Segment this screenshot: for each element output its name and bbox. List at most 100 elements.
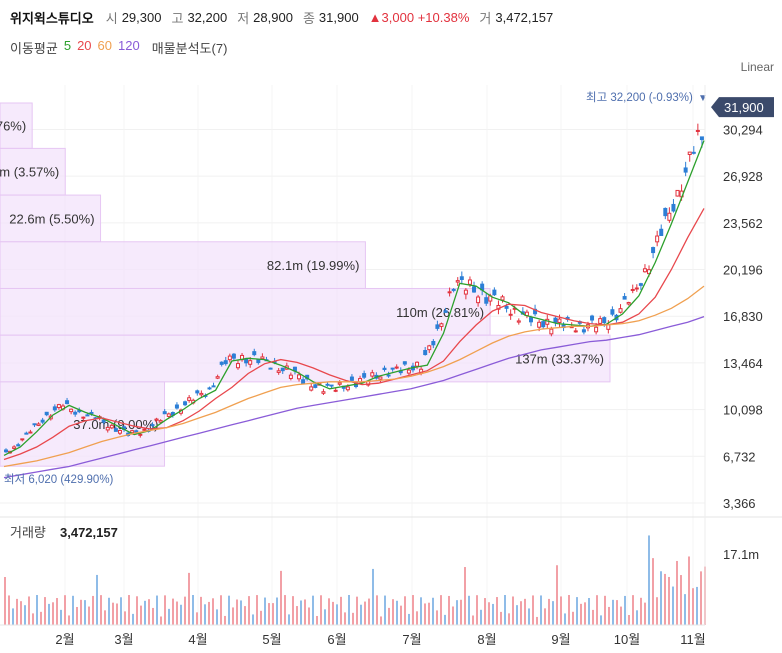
volume-bar xyxy=(664,573,666,625)
high-value: 32,200 xyxy=(187,9,228,25)
volume-bar xyxy=(628,614,630,625)
candle-down xyxy=(610,309,615,315)
scale-mode-toggle[interactable]: Linear xyxy=(740,60,774,74)
candle-up xyxy=(406,369,411,374)
candle-down xyxy=(207,387,212,390)
high-label: 고 xyxy=(171,10,184,26)
volume-bar xyxy=(220,595,222,625)
candle-up xyxy=(447,291,452,294)
volume-bar xyxy=(156,595,158,625)
volume-bar xyxy=(208,601,210,625)
volume-bar xyxy=(72,595,74,625)
candle-up xyxy=(199,392,204,396)
candle-down xyxy=(651,247,656,254)
volume-bar xyxy=(680,575,682,625)
volume-bar xyxy=(352,612,354,625)
volume-bar xyxy=(656,597,658,625)
volume-bar xyxy=(56,598,58,625)
volume-bar xyxy=(32,613,34,625)
volume-profile-label: 82.1m (19.99%) xyxy=(267,258,360,273)
candle-down xyxy=(325,383,330,386)
candle-up xyxy=(166,413,171,417)
volume-bar xyxy=(624,595,626,625)
volume-bar xyxy=(188,572,190,625)
volume-bar xyxy=(60,609,62,625)
candle-down xyxy=(431,340,436,346)
volume-bar xyxy=(360,604,362,625)
candle-up xyxy=(508,313,513,316)
candle-up xyxy=(142,428,147,431)
candle-down xyxy=(602,317,607,324)
volume-bar xyxy=(660,571,662,625)
candle-down xyxy=(174,404,179,409)
volume-profile-toggle[interactable]: 매물분석도(7) xyxy=(151,41,228,56)
volume-bar xyxy=(300,600,302,625)
volume-bar xyxy=(420,597,422,625)
volume-bar xyxy=(176,601,178,625)
volume-bar xyxy=(520,601,522,625)
volume-bar xyxy=(296,606,298,625)
volume-bar xyxy=(540,595,542,625)
candle-up xyxy=(695,129,700,132)
candle-up xyxy=(20,438,25,441)
candle-down xyxy=(529,317,533,323)
ma-line-120 xyxy=(3,315,705,479)
volume-bar xyxy=(228,595,230,625)
volume-bar xyxy=(64,595,66,625)
volume-bar xyxy=(560,596,562,625)
low-label: 저 xyxy=(237,10,250,26)
candle-down xyxy=(423,350,428,356)
volume-bar xyxy=(544,608,546,625)
candle-up xyxy=(345,386,350,391)
candle-down xyxy=(231,353,236,359)
volume-label: 거 xyxy=(479,10,492,26)
candle-down xyxy=(484,297,489,304)
volume-bar xyxy=(548,598,550,625)
candle-down xyxy=(390,367,395,370)
candle-up xyxy=(598,318,603,324)
volume-bar xyxy=(172,598,174,625)
volume-bar xyxy=(428,602,430,625)
month-tick-label: 7월 xyxy=(402,632,421,647)
volume-bar xyxy=(272,603,274,625)
volume-panel-label: 거래량 xyxy=(10,525,46,540)
volume-bar xyxy=(4,577,6,625)
volume-profile-bar xyxy=(0,147,66,196)
candle-down xyxy=(101,419,106,423)
candle-down xyxy=(671,203,676,212)
candle-up xyxy=(427,345,432,351)
candle-up xyxy=(557,318,562,323)
volume-bar xyxy=(516,605,518,625)
volume-bar xyxy=(140,605,142,625)
candle-up xyxy=(69,408,74,413)
candle-down xyxy=(219,361,224,365)
volume-bar xyxy=(204,604,206,625)
candle-down xyxy=(4,449,8,453)
month-tick-label: 10월 xyxy=(614,632,640,647)
candle-down xyxy=(52,406,57,411)
volume-profile-bar xyxy=(0,102,33,149)
candle-down xyxy=(492,289,497,296)
volume-bar xyxy=(340,596,342,625)
low-value: 28,900 xyxy=(253,9,293,25)
volume-bar xyxy=(88,606,90,625)
candle-down xyxy=(223,360,228,365)
candle-up xyxy=(516,320,521,323)
volume-bar xyxy=(236,599,238,625)
candle-down xyxy=(313,384,318,388)
moving-average-legend[interactable]: 이동평균 5 20 60 120 매물분석도(7) xyxy=(10,38,227,57)
volume-bar xyxy=(500,611,502,625)
price-tick-label: 10,098 xyxy=(723,403,763,418)
candle-up xyxy=(154,418,159,421)
volume-bar xyxy=(44,597,46,625)
current-price-label: 31,900 xyxy=(724,100,764,115)
volume-bar xyxy=(600,615,602,625)
volume-bar xyxy=(28,596,30,625)
candle-down xyxy=(362,373,367,378)
price-tick-label: 13,464 xyxy=(723,356,763,371)
volume-bar xyxy=(216,609,218,625)
volume-bar xyxy=(152,607,154,625)
volume-bar xyxy=(336,604,338,625)
candle-down xyxy=(451,288,456,291)
